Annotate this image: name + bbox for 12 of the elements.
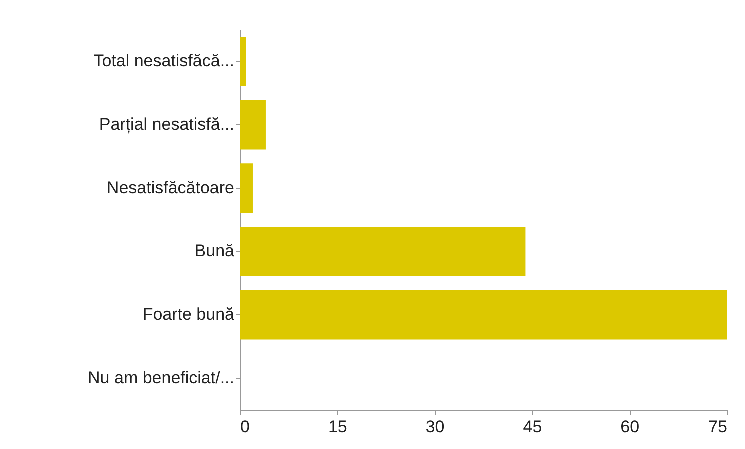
y-tick-label: Total nesatisfăcă...	[94, 52, 234, 71]
y-tick-label: Nu am beneficiat/...	[88, 368, 234, 388]
x-tick-label: 45	[523, 418, 542, 436]
y-tick-label: Nesatisfăcătoare	[106, 178, 234, 198]
y-tick-label: Bună	[194, 242, 236, 261]
x-tick-label: 75	[708, 418, 728, 436]
x-tick-label: 30	[426, 418, 445, 436]
x-tick-label: 60	[620, 418, 640, 436]
x-tick-label: 0	[240, 418, 250, 436]
x-tick-label: 15	[328, 418, 348, 436]
y-tick-label: Foarte bună	[142, 305, 236, 324]
y-tick-label: Parțial nesatisfă...	[99, 115, 234, 134]
